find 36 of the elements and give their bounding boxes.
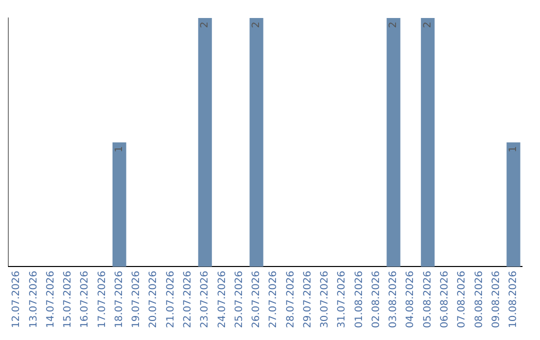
x-tick-label: 17.07.2026 — [96, 270, 108, 328]
data-label: 2 — [251, 22, 262, 28]
x-tick-label: 19.07.2026 — [131, 270, 142, 328]
x-tick-label: 15.07.2026 — [62, 270, 74, 328]
x-tick-label: 23.07.2026 — [200, 270, 211, 328]
x-tick-label: 05.08.2026 — [422, 270, 434, 328]
data-label: 1 — [508, 146, 520, 152]
data-label: 2 — [422, 22, 434, 28]
x-tick-label: 16.07.2026 — [80, 270, 91, 328]
x-tick-label: 31.07.2026 — [336, 270, 348, 328]
x-tick-label: 20.07.2026 — [148, 270, 160, 328]
x-tick-label: 08.08.2026 — [474, 270, 485, 328]
x-tick-label: 12.07.2026 — [11, 270, 22, 328]
x-tick-label: 13.07.2026 — [28, 270, 40, 328]
data-label: 2 — [200, 22, 211, 28]
x-tick-label: 26.07.2026 — [251, 270, 262, 328]
x-tick-label: 04.08.2026 — [405, 270, 416, 328]
x-tick-label: 09.08.2026 — [490, 270, 502, 328]
x-tick-label: 01.08.2026 — [354, 270, 365, 328]
x-tick-label: 07.08.2026 — [456, 270, 468, 328]
x-tick-label: 30.07.2026 — [320, 270, 331, 328]
x-tick-label: 24.07.2026 — [216, 270, 228, 328]
x-tick-label: 02.08.2026 — [370, 270, 382, 328]
x-tick-label: 06.08.2026 — [439, 270, 450, 328]
data-label: 2 — [388, 22, 400, 28]
x-tick-label: 25.07.2026 — [234, 270, 245, 328]
x-tick-label: 28.07.2026 — [285, 270, 296, 328]
x-tick-label: 18.07.2026 — [114, 270, 125, 328]
x-tick-label: 14.07.2026 — [45, 270, 56, 328]
x-tick-label: 22.07.2026 — [182, 270, 194, 328]
x-tick-label: 10.08.2026 — [508, 270, 520, 328]
x-tick-label: 27.07.2026 — [268, 270, 280, 328]
data-label: 1 — [114, 146, 125, 152]
x-tick-label: 29.07.2026 — [302, 270, 314, 328]
x-tick-label: 03.08.2026 — [388, 270, 400, 328]
x-tick-label: 21.07.2026 — [165, 270, 176, 328]
